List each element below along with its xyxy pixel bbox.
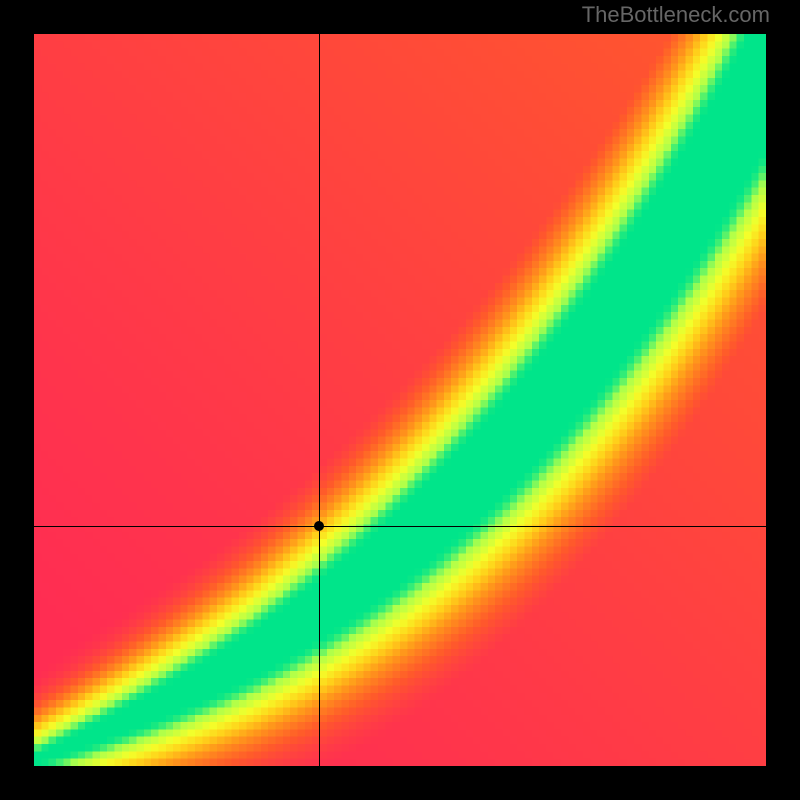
watermark-text: TheBottleneck.com <box>582 2 770 28</box>
crosshair-vertical <box>319 34 320 766</box>
chart-container: TheBottleneck.com <box>0 0 800 800</box>
crosshair-horizontal <box>34 526 766 527</box>
plot-area <box>34 34 766 766</box>
data-point-marker <box>314 521 324 531</box>
heatmap-canvas <box>34 34 766 766</box>
